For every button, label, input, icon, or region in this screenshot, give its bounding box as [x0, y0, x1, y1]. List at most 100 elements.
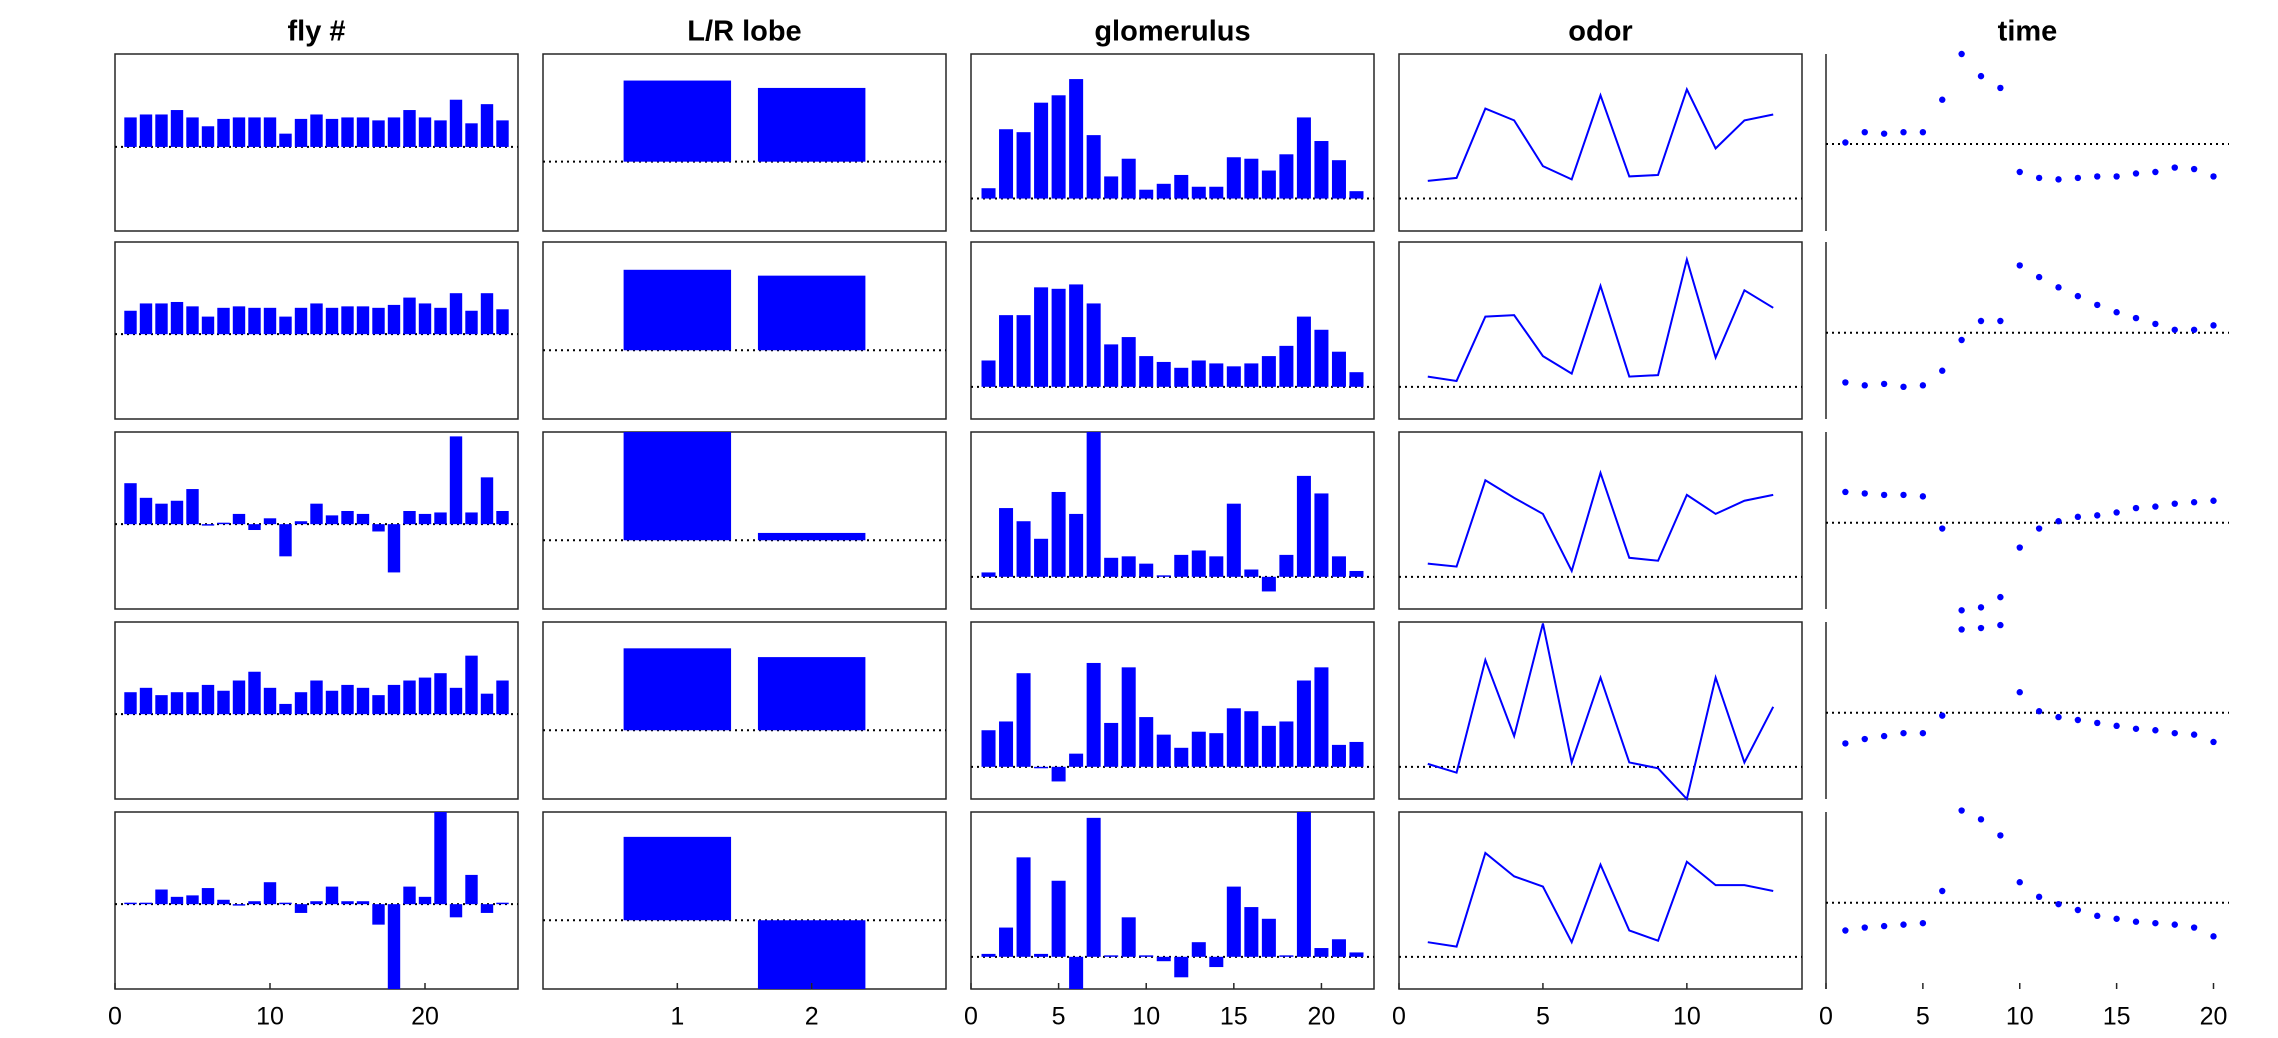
bar: [155, 695, 168, 715]
bar: [263, 307, 277, 335]
panel: [1825, 593, 2229, 799]
bar: [1209, 363, 1224, 387]
bar: [757, 87, 866, 162]
bar: [341, 684, 354, 715]
point: [2035, 174, 2043, 182]
bar: [201, 524, 215, 526]
bar: [1261, 356, 1276, 387]
bar: [124, 692, 137, 715]
bar: [403, 886, 416, 905]
x-tick-label: 20: [1308, 1003, 1336, 1031]
axes-box: [114, 621, 519, 800]
bar: [418, 896, 432, 905]
bar: [341, 117, 354, 147]
point: [1861, 128, 1868, 136]
bar: [356, 117, 370, 147]
bar: [356, 687, 370, 715]
bar: [263, 117, 277, 147]
point: [1880, 491, 1888, 499]
bar: [217, 690, 230, 715]
bar: [310, 680, 323, 715]
point: [2171, 326, 2178, 333]
point: [1977, 317, 1985, 325]
axes-box: [970, 241, 1375, 420]
bar: [325, 307, 339, 335]
point: [1997, 621, 2004, 629]
point: [1900, 491, 1907, 499]
point: [1997, 317, 2004, 325]
point: [2074, 716, 2082, 724]
bar: [1121, 667, 1136, 767]
bar: [387, 117, 401, 147]
point: [1900, 128, 1907, 136]
bar: [186, 489, 199, 525]
point: [2152, 320, 2159, 328]
bar: [403, 680, 416, 715]
x-tick-label: 10: [2006, 1003, 2034, 1031]
point: [1939, 712, 1946, 719]
point: [2190, 326, 2198, 333]
bar: [186, 895, 199, 905]
point: [2016, 689, 2023, 696]
bar: [1051, 880, 1066, 957]
bar: [1156, 956, 1171, 962]
panel: [114, 53, 519, 232]
point: [2016, 168, 2023, 176]
bar: [403, 510, 416, 525]
bar: [1226, 503, 1241, 577]
panel: [114, 241, 519, 420]
panel: [542, 621, 947, 800]
bar: [1121, 337, 1136, 387]
point: [1861, 490, 1868, 497]
panel: [542, 811, 947, 990]
bar: [999, 315, 1014, 387]
bar: [1226, 366, 1241, 387]
bar: [434, 512, 447, 525]
point: [2132, 170, 2140, 177]
point: [2190, 924, 2198, 931]
point: [2210, 173, 2217, 180]
panel: [114, 811, 519, 990]
bar: [496, 680, 509, 715]
bar: [434, 120, 447, 147]
bar: [217, 307, 230, 335]
point: [2016, 544, 2023, 551]
bar: [465, 512, 478, 525]
bar: [1349, 570, 1364, 577]
bar: [480, 904, 494, 913]
point: [2113, 173, 2120, 180]
bar: [1296, 316, 1311, 387]
line: [1427, 623, 1775, 802]
bar: [1261, 576, 1276, 592]
bar: [372, 695, 385, 715]
bar: [201, 888, 215, 905]
x-tick-label: 10: [1673, 1003, 1701, 1031]
bar: [1314, 667, 1329, 767]
bar: [356, 901, 370, 905]
bar: [480, 104, 494, 147]
bar: [1331, 744, 1346, 767]
point: [1958, 607, 1965, 614]
axes-box: [1398, 53, 1803, 232]
bar: [1209, 956, 1224, 968]
axes-box: [1398, 431, 1803, 610]
x-tick-label: 15: [1220, 1003, 1248, 1031]
bar: [279, 524, 292, 557]
x-tick-label: 20: [411, 1003, 439, 1031]
point: [2016, 879, 2023, 886]
point: [1919, 729, 1927, 737]
bar: [372, 904, 385, 925]
point: [1939, 887, 1946, 895]
bar: [1279, 955, 1294, 957]
x-tick-label: 10: [256, 1003, 284, 1031]
bar: [1296, 812, 1311, 957]
bar: [1034, 538, 1049, 577]
point: [2132, 725, 2140, 732]
bar: [139, 902, 153, 905]
bar: [480, 293, 494, 335]
bar: [757, 657, 866, 731]
point: [2113, 915, 2120, 922]
bar: [623, 648, 732, 731]
bar: [403, 297, 416, 335]
